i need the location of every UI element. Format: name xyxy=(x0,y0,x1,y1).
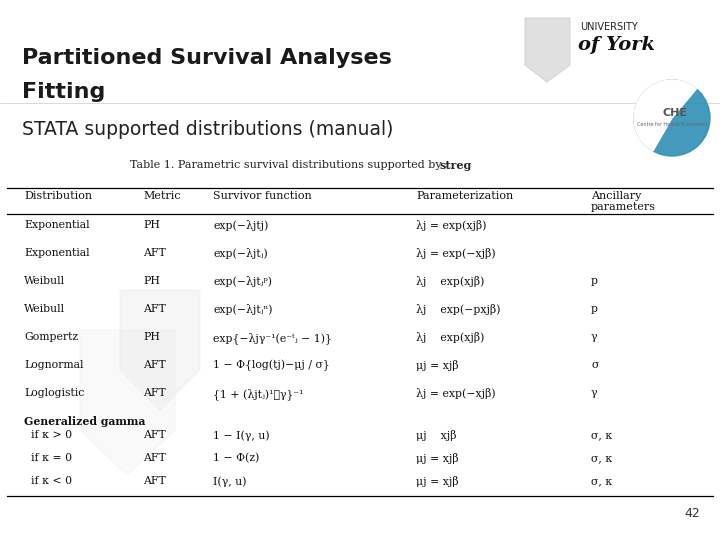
Text: λj    exp(xjβ): λj exp(xjβ) xyxy=(416,332,485,343)
Text: Survivor function: Survivor function xyxy=(213,191,312,201)
Text: Table 1. Parametric survival distributions supported by: Table 1. Parametric survival distributio… xyxy=(130,160,445,170)
Text: Weibull: Weibull xyxy=(24,276,65,286)
Text: Exponential: Exponential xyxy=(24,248,89,258)
Text: γ: γ xyxy=(591,388,598,398)
Text: μj    xjβ: μj xjβ xyxy=(416,430,456,441)
Text: if κ < 0: if κ < 0 xyxy=(24,476,72,486)
Text: exp(−λjtj): exp(−λjtj) xyxy=(213,220,269,231)
Text: {1 + (λjtⱼ)¹ᐟγ}⁻¹: {1 + (λjtⱼ)¹ᐟγ}⁻¹ xyxy=(213,388,304,400)
Text: if κ > 0: if κ > 0 xyxy=(24,430,72,440)
Text: Centre for Health Economics: Centre for Health Economics xyxy=(636,122,707,127)
Text: exp(−λjtⱼᵖ): exp(−λjtⱼᵖ) xyxy=(213,276,272,287)
Text: exp(−λjtⱼ): exp(−λjtⱼ) xyxy=(213,248,268,259)
Text: of York: of York xyxy=(578,36,655,54)
Text: λj = exp(−xjβ): λj = exp(−xjβ) xyxy=(416,388,495,399)
Wedge shape xyxy=(634,80,696,151)
Text: λj = exp(−xjβ): λj = exp(−xjβ) xyxy=(416,248,495,259)
Text: 1 − Φ{log(tj)−μj / σ}: 1 − Φ{log(tj)−μj / σ} xyxy=(213,360,330,372)
Text: 1 − I(γ, u): 1 − I(γ, u) xyxy=(213,430,269,441)
Text: AFT: AFT xyxy=(143,360,166,370)
Text: Weibull: Weibull xyxy=(24,304,65,314)
Text: σ, κ: σ, κ xyxy=(591,453,612,463)
Text: Ancillary: Ancillary xyxy=(591,191,642,201)
Text: exp{−λjγ⁻¹(e⁻ᵗⱼ − 1)}: exp{−λjγ⁻¹(e⁻ᵗⱼ − 1)} xyxy=(213,332,332,344)
Text: AFT: AFT xyxy=(143,388,166,398)
Text: exp(−λjtⱼⁿ): exp(−λjtⱼⁿ) xyxy=(213,304,272,315)
Text: AFT: AFT xyxy=(143,304,166,314)
Text: PH: PH xyxy=(143,276,160,286)
Text: p: p xyxy=(591,276,598,286)
Text: AFT: AFT xyxy=(143,453,166,463)
Text: AFT: AFT xyxy=(143,430,166,440)
Text: Generalized gamma: Generalized gamma xyxy=(24,416,145,427)
Text: parameters: parameters xyxy=(591,202,656,212)
Text: AFT: AFT xyxy=(143,248,166,258)
Text: PH: PH xyxy=(143,220,160,230)
Text: Loglogistic: Loglogistic xyxy=(24,388,84,398)
Polygon shape xyxy=(525,18,570,82)
Text: p: p xyxy=(591,304,598,314)
Text: PH: PH xyxy=(143,332,160,342)
Text: Distribution: Distribution xyxy=(24,191,92,201)
Text: μj = xjβ: μj = xjβ xyxy=(416,453,459,464)
Polygon shape xyxy=(80,330,175,475)
Text: STATA supported distributions (manual): STATA supported distributions (manual) xyxy=(22,120,393,139)
Text: 42: 42 xyxy=(684,507,700,520)
Text: Gompertz: Gompertz xyxy=(24,332,78,342)
Polygon shape xyxy=(120,290,200,410)
Text: Partitioned Survival Analyses: Partitioned Survival Analyses xyxy=(22,48,392,68)
Text: λj    exp(xjβ): λj exp(xjβ) xyxy=(416,276,485,287)
Text: Lognormal: Lognormal xyxy=(24,360,84,370)
Text: μj = xjβ: μj = xjβ xyxy=(416,360,459,371)
Text: σ: σ xyxy=(591,360,598,370)
Text: Fitting: Fitting xyxy=(22,82,105,102)
Text: AFT: AFT xyxy=(143,476,166,486)
Text: UNIVERSITY: UNIVERSITY xyxy=(580,22,638,32)
Text: λj = exp(xjβ): λj = exp(xjβ) xyxy=(416,220,487,231)
Text: CHE: CHE xyxy=(662,108,688,118)
Text: Parameterization: Parameterization xyxy=(416,191,513,201)
Text: γ: γ xyxy=(591,332,598,342)
Text: Metric: Metric xyxy=(143,191,181,201)
Text: streg: streg xyxy=(440,160,472,171)
Text: I(γ, u): I(γ, u) xyxy=(213,476,246,487)
Text: 1 − Φ(z): 1 − Φ(z) xyxy=(213,453,259,463)
Text: λj    exp(−pxjβ): λj exp(−pxjβ) xyxy=(416,304,500,315)
Text: σ, κ: σ, κ xyxy=(591,430,612,440)
Circle shape xyxy=(634,80,710,156)
Text: σ, κ: σ, κ xyxy=(591,476,612,486)
Text: if κ = 0: if κ = 0 xyxy=(24,453,72,463)
Text: μj = xjβ: μj = xjβ xyxy=(416,476,459,487)
Text: Exponential: Exponential xyxy=(24,220,89,230)
